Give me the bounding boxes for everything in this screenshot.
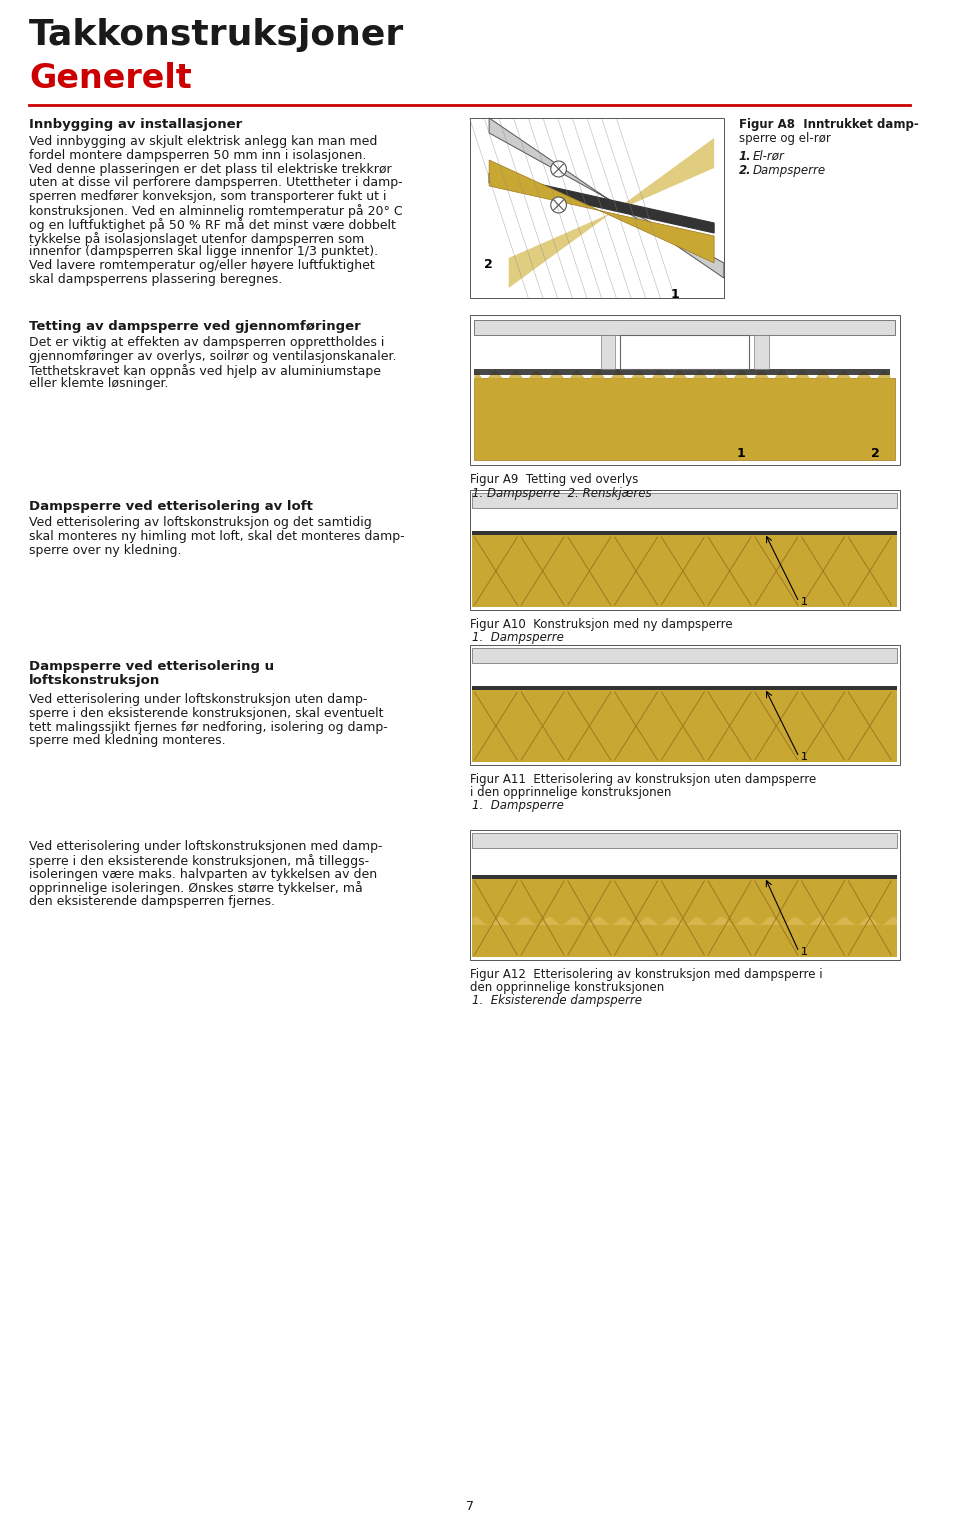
Text: Ved denne plasseringen er det plass til elektriske trekkrør: Ved denne plasseringen er det plass til …: [30, 162, 392, 176]
Text: isoleringen være maks. halvparten av tykkelsen av den: isoleringen være maks. halvparten av tyk…: [30, 868, 377, 880]
Text: konstruksjonen. Ved en alminnelig romtemperatur på 20° C: konstruksjonen. Ved en alminnelig romtem…: [30, 203, 403, 218]
Polygon shape: [509, 138, 714, 288]
Text: 7: 7: [466, 1500, 473, 1512]
Text: Takkonstruksjoner: Takkonstruksjoner: [30, 18, 404, 52]
Text: i den opprinnelige konstruksjonen: i den opprinnelige konstruksjonen: [469, 786, 671, 799]
Text: Ved etterisolering under loftskonstruksjonen med damp-: Ved etterisolering under loftskonstruksj…: [30, 840, 383, 853]
Bar: [472, 878, 897, 957]
Text: sperre i den eksisterende konstruksjonen, må tilleggs-: sperre i den eksisterende konstruksjonen…: [30, 854, 370, 868]
Text: Ved innbygging av skjult elektrisk anlegg kan man med: Ved innbygging av skjult elektrisk anleg…: [30, 135, 377, 149]
Bar: [469, 645, 900, 765]
Text: 1.  Dampsperre: 1. Dampsperre: [471, 799, 564, 812]
Text: 1. Dampsperre  2. Renskjæres: 1. Dampsperre 2. Renskjæres: [471, 487, 651, 501]
Text: skal monteres ny himling mot loft, skal det monteres damp-: skal monteres ny himling mot loft, skal …: [30, 529, 405, 543]
Text: Figur A9  Tetting ved overlys: Figur A9 Tetting ved overlys: [469, 473, 638, 485]
Text: sperre med kledning monteres.: sperre med kledning monteres.: [30, 734, 226, 748]
Text: Innbygging av installasjoner: Innbygging av installasjoner: [30, 118, 243, 130]
Text: gjennomføringer av overlys, soilrør og ventilasjonskanaler.: gjennomføringer av overlys, soilrør og v…: [30, 350, 396, 363]
Text: Tetting av dampsperre ved gjennomføringer: Tetting av dampsperre ved gjennomføringe…: [30, 320, 361, 334]
Bar: [472, 690, 897, 762]
Text: uten at disse vil perforere dampsperren. Utettheter i damp-: uten at disse vil perforere dampsperren.…: [30, 176, 403, 190]
Bar: [472, 493, 897, 508]
Text: Figur A11  Etterisolering av konstruksjon uten dampsperre: Figur A11 Etterisolering av konstruksjon…: [469, 774, 816, 786]
Text: Ved etterisolering under loftskonstruksjon uten damp-: Ved etterisolering under loftskonstruksj…: [30, 693, 368, 705]
Text: tett malingssjikt fjernes før nedforing, isolering og damp-: tett malingssjikt fjernes før nedforing,…: [30, 721, 388, 734]
Text: 1: 1: [801, 752, 808, 762]
Text: 2: 2: [871, 448, 879, 460]
Bar: [755, 335, 769, 369]
Bar: [474, 320, 895, 335]
Text: innenfor (dampsperren skal ligge innenfor 1/3 punktet).: innenfor (dampsperren skal ligge innenfo…: [30, 246, 378, 258]
Text: fordel montere dampsperren 50 mm inn i isolasjonen.: fordel montere dampsperren 50 mm inn i i…: [30, 149, 367, 162]
Text: Ved lavere romtemperatur og/eller høyere luftfuktighet: Ved lavere romtemperatur og/eller høyere…: [30, 259, 375, 272]
Text: Det er viktig at effekten av dampsperren opprettholdes i: Det er viktig at effekten av dampsperren…: [30, 335, 385, 349]
Bar: [620, 335, 750, 369]
Text: Ved etterisolering av loftskonstruksjon og det samtidig: Ved etterisolering av loftskonstruksjon …: [30, 516, 372, 529]
Text: loftskonstruksjon: loftskonstruksjon: [30, 674, 160, 687]
Text: 1: 1: [736, 448, 745, 460]
Text: Figur A10  Konstruksjon med ny dampsperre: Figur A10 Konstruksjon med ny dampsperre: [469, 617, 732, 631]
Text: 1: 1: [801, 947, 808, 957]
Text: sperre over ny kledning.: sperre over ny kledning.: [30, 543, 181, 557]
Bar: [469, 830, 900, 960]
Text: 1: 1: [801, 598, 808, 607]
Text: Dampsperre: Dampsperre: [753, 164, 826, 177]
Polygon shape: [490, 118, 724, 278]
Text: sperre og el-rør: sperre og el-rør: [738, 132, 830, 146]
Circle shape: [551, 161, 566, 177]
Bar: [469, 316, 900, 466]
Text: 1: 1: [670, 288, 679, 300]
Circle shape: [551, 197, 566, 212]
Text: Dampsperre ved etterisolering u: Dampsperre ved etterisolering u: [30, 660, 275, 674]
Text: 1.  Dampsperre: 1. Dampsperre: [471, 631, 564, 645]
Bar: [469, 490, 900, 610]
Bar: [601, 335, 615, 369]
Text: Generelt: Generelt: [30, 62, 192, 96]
Bar: [474, 378, 895, 460]
Text: eller klemte løsninger.: eller klemte løsninger.: [30, 378, 169, 390]
Text: tykkelse på isolasjonslaget utenfor dampsperren som: tykkelse på isolasjonslaget utenfor damp…: [30, 232, 365, 246]
Text: Figur A12  Etterisolering av konstruksjon med dampsperre i: Figur A12 Etterisolering av konstruksjon…: [469, 968, 822, 981]
Text: 2.: 2.: [738, 164, 752, 177]
Text: den opprinnelige konstruksjonen: den opprinnelige konstruksjonen: [469, 981, 663, 994]
Text: og en luftfuktighet på 50 % RF må det minst være dobbelt: og en luftfuktighet på 50 % RF må det mi…: [30, 218, 396, 232]
Bar: [472, 536, 897, 607]
Bar: [469, 118, 724, 297]
Text: sperren medfører konveksjon, som transporterer fukt ut i: sperren medfører konveksjon, som transpo…: [30, 190, 387, 203]
Polygon shape: [490, 159, 714, 262]
Text: Tetthetskravet kan oppnås ved hjelp av aluminiumstape: Tetthetskravet kan oppnås ved hjelp av a…: [30, 364, 381, 378]
Text: 1.  Eksisterende dampsperre: 1. Eksisterende dampsperre: [471, 994, 641, 1007]
Text: opprinnelige isoleringen. Ønskes større tykkelser, må: opprinnelige isoleringen. Ønskes større …: [30, 881, 363, 895]
Bar: [472, 833, 897, 848]
Text: 2: 2: [484, 258, 493, 272]
Text: sperre i den eksisterende konstruksjonen, skal eventuelt: sperre i den eksisterende konstruksjonen…: [30, 707, 384, 719]
Text: den eksisterende dampsperren fjernes.: den eksisterende dampsperren fjernes.: [30, 895, 276, 909]
Text: Figur A8  Inntrukket damp-: Figur A8 Inntrukket damp-: [738, 118, 919, 130]
Bar: [472, 648, 897, 663]
Text: Dampsperre ved etterisolering av loft: Dampsperre ved etterisolering av loft: [30, 501, 313, 513]
Text: 1.: 1.: [738, 150, 752, 162]
Polygon shape: [490, 173, 714, 234]
Text: skal dampsperrens plassering beregnes.: skal dampsperrens plassering beregnes.: [30, 273, 282, 287]
Text: El-rør: El-rør: [753, 150, 784, 162]
